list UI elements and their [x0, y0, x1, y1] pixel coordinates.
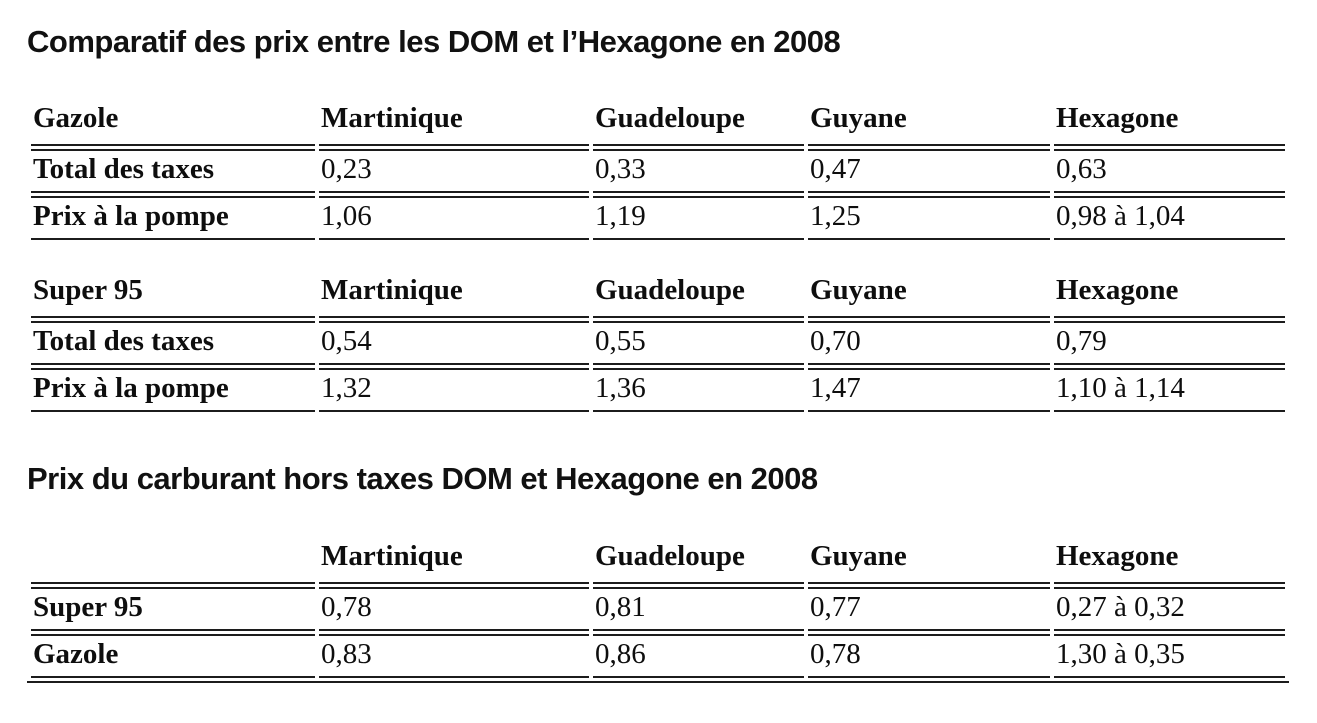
table-row-taxes: Total des taxes 0,23 0,33 0,47 0,63 [31, 149, 1285, 193]
super95-price-table: Super 95 Martinique Guadeloupe Guyane He… [27, 269, 1289, 415]
hors-taxes-header-row: Martinique Guadeloupe Guyane Hexagone [31, 538, 1285, 584]
price-value: 1,06 [319, 196, 589, 240]
table-label-super95: Super 95 [31, 272, 315, 318]
row-label: Total des taxes [31, 321, 315, 365]
price-value: 0,23 [319, 149, 589, 193]
price-value: 0,63 [1054, 149, 1285, 193]
super95-header-row: Super 95 Martinique Guadeloupe Guyane He… [31, 272, 1285, 318]
col-header-martinique: Martinique [319, 538, 589, 584]
price-value: 1,32 [319, 368, 589, 412]
price-value: 0,27 à 0,32 [1054, 587, 1285, 631]
table-row-taxes: Total des taxes 0,54 0,55 0,70 0,79 [31, 321, 1285, 365]
table-row-pompe: Prix à la pompe 1,32 1,36 1,47 1,10 à 1,… [31, 368, 1285, 412]
section-title-comparatif: Comparatif des prix entre les DOM et l’H… [27, 24, 841, 59]
price-value: 0,79 [1054, 321, 1285, 365]
col-header-guadeloupe: Guadeloupe [593, 538, 804, 584]
price-value: 0,98 à 1,04 [1054, 196, 1285, 240]
row-label: Gazole [31, 634, 315, 678]
price-value: 1,30 à 0,35 [1054, 634, 1285, 678]
table-row-super95: Super 95 0,78 0,81 0,77 0,27 à 0,32 [31, 587, 1285, 631]
price-value: 0,70 [808, 321, 1050, 365]
price-value: 0,77 [808, 587, 1050, 631]
price-value: 0,78 [319, 587, 589, 631]
table-row-gazole: Gazole 0,83 0,86 0,78 1,30 à 0,35 [31, 634, 1285, 678]
col-header-martinique: Martinique [319, 100, 589, 146]
price-value: 1,25 [808, 196, 1050, 240]
col-header-hexagone: Hexagone [1054, 538, 1285, 584]
row-label: Prix à la pompe [31, 368, 315, 412]
table-row-pompe: Prix à la pompe 1,06 1,19 1,25 0,98 à 1,… [31, 196, 1285, 240]
col-header-guadeloupe: Guadeloupe [593, 100, 804, 146]
price-value: 0,81 [593, 587, 804, 631]
hors-taxes-price-table: Martinique Guadeloupe Guyane Hexagone Su… [27, 535, 1289, 683]
col-header-martinique: Martinique [319, 272, 589, 318]
price-value: 0,78 [808, 634, 1050, 678]
price-value: 1,47 [808, 368, 1050, 412]
row-label: Total des taxes [31, 149, 315, 193]
price-value: 0,54 [319, 321, 589, 365]
price-value: 0,55 [593, 321, 804, 365]
price-value: 0,86 [593, 634, 804, 678]
row-label: Prix à la pompe [31, 196, 315, 240]
table-label-empty [31, 538, 315, 584]
gazole-price-table: Gazole Martinique Guadeloupe Guyane Hexa… [27, 97, 1289, 243]
price-value: 1,10 à 1,14 [1054, 368, 1285, 412]
col-header-guyane: Guyane [808, 100, 1050, 146]
price-value: 1,36 [593, 368, 804, 412]
gazole-header-row: Gazole Martinique Guadeloupe Guyane Hexa… [31, 100, 1285, 146]
price-value: 1,19 [593, 196, 804, 240]
col-header-guyane: Guyane [808, 538, 1050, 584]
price-value: 0,33 [593, 149, 804, 193]
col-header-guyane: Guyane [808, 272, 1050, 318]
row-label: Super 95 [31, 587, 315, 631]
section-title-hors-taxes: Prix du carburant hors taxes DOM et Hexa… [27, 461, 818, 496]
price-value: 0,83 [319, 634, 589, 678]
price-value: 0,47 [808, 149, 1050, 193]
table-label-gazole: Gazole [31, 100, 315, 146]
col-header-guadeloupe: Guadeloupe [593, 272, 804, 318]
col-header-hexagone: Hexagone [1054, 272, 1285, 318]
col-header-hexagone: Hexagone [1054, 100, 1285, 146]
